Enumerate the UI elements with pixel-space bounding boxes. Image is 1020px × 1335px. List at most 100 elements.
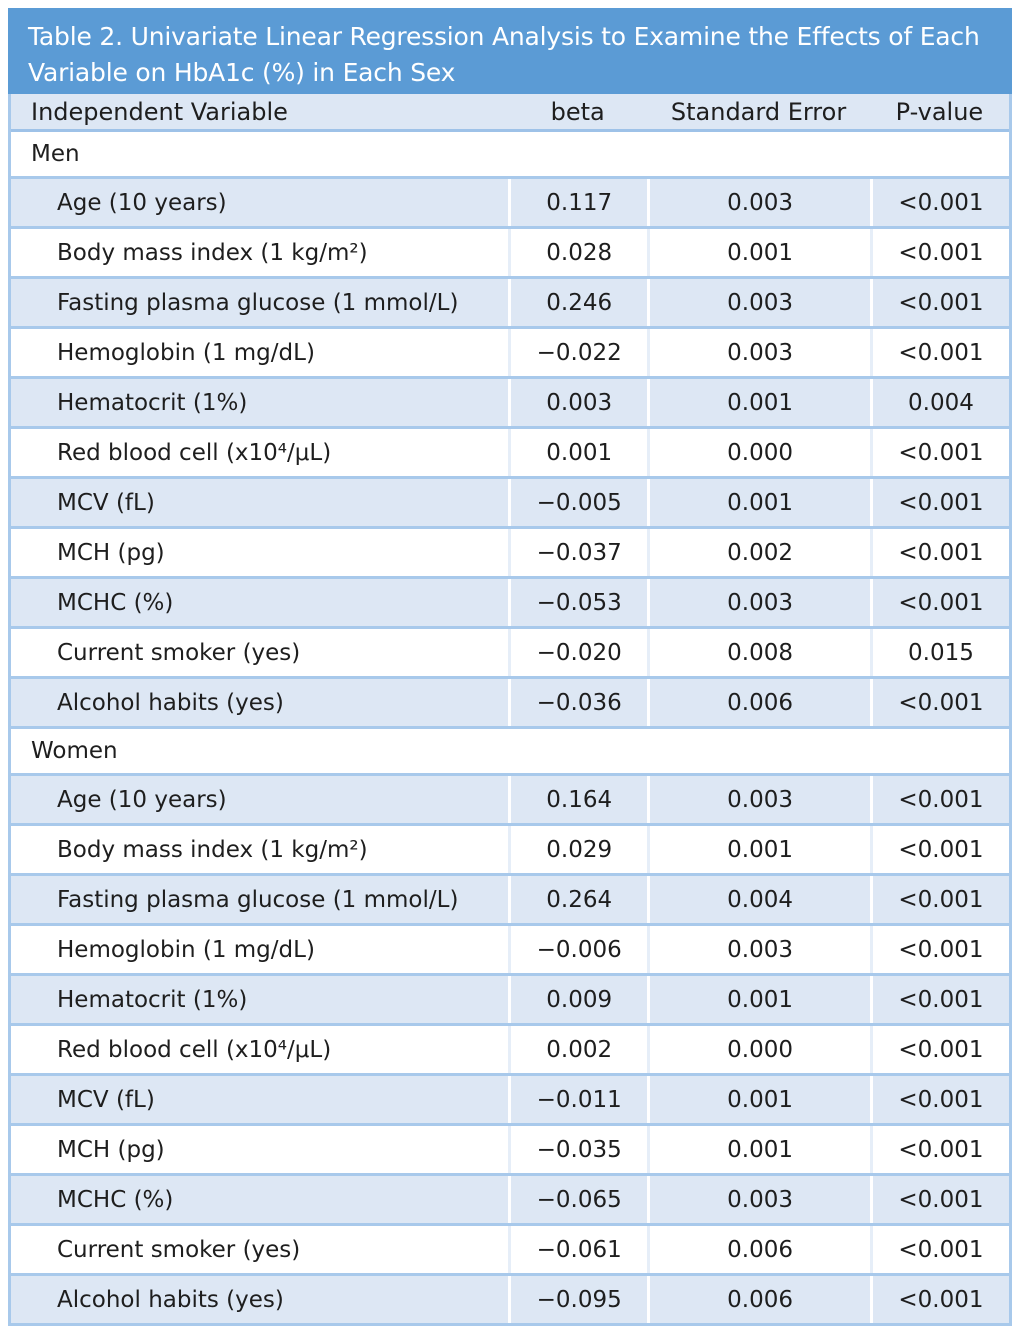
variable-cell: Current smoker (yes) bbox=[57, 639, 301, 666]
p-value-cell: <0.001 bbox=[869, 329, 1009, 376]
table-row: Alcohol habits (yes) −0.095 0.006 <0.001 bbox=[11, 1276, 1009, 1326]
standard-error-cell: 0.001 bbox=[647, 976, 870, 1023]
table-row: Current smoker (yes) −0.020 0.008 0.015 bbox=[11, 629, 1009, 679]
p-value-cell: <0.001 bbox=[869, 479, 1009, 526]
p-value-cell: <0.001 bbox=[869, 1126, 1009, 1173]
beta-cell: 0.028 bbox=[508, 229, 647, 276]
section-label: Men bbox=[31, 141, 80, 167]
beta-cell: −0.036 bbox=[508, 679, 647, 726]
variable-cell: Red blood cell (x10⁴/μL) bbox=[57, 439, 332, 466]
variable-cell: MCHC (%) bbox=[57, 1186, 174, 1213]
standard-error-cell: 0.001 bbox=[647, 1076, 870, 1123]
beta-cell: −0.035 bbox=[508, 1126, 647, 1173]
p-value-cell: <0.001 bbox=[869, 1176, 1009, 1223]
variable-cell: Hemoglobin (1 mg/dL) bbox=[57, 936, 315, 963]
table-row: Fasting plasma glucose (1 mmol/L) 0.246 0.… bbox=[11, 279, 1009, 329]
p-value-cell: <0.001 bbox=[869, 826, 1009, 873]
variable-cell: MCV (fL) bbox=[57, 489, 155, 516]
variable-cell: Age (10 years) bbox=[57, 189, 227, 216]
p-value-cell: <0.001 bbox=[869, 179, 1009, 226]
beta-cell: −0.061 bbox=[508, 1226, 647, 1273]
beta-cell: 0.009 bbox=[508, 976, 647, 1023]
variable-cell: Fasting plasma glucose (1 mmol/L) bbox=[57, 886, 459, 913]
variable-cell: MCHC (%) bbox=[57, 589, 174, 616]
p-value-cell: <0.001 bbox=[869, 579, 1009, 626]
p-value-cell: 0.004 bbox=[869, 379, 1009, 426]
p-value-cell: <0.001 bbox=[869, 1076, 1009, 1123]
table-row: Hemoglobin (1 mg/dL) −0.006 0.003 <0.001 bbox=[11, 926, 1009, 976]
beta-cell: −0.022 bbox=[508, 329, 647, 376]
beta-cell: 0.001 bbox=[508, 429, 647, 476]
beta-cell: −0.006 bbox=[508, 926, 647, 973]
variable-cell: MCH (pg) bbox=[57, 1136, 165, 1163]
beta-cell: 0.002 bbox=[508, 1026, 647, 1073]
header-independent-variable: Independent Variable bbox=[31, 97, 288, 126]
standard-error-cell: 0.008 bbox=[647, 629, 870, 676]
p-value-cell: <0.001 bbox=[869, 876, 1009, 923]
standard-error-cell: 0.002 bbox=[647, 529, 870, 576]
table-row: Current smoker (yes) −0.061 0.006 <0.001 bbox=[11, 1226, 1009, 1276]
table-row: MCV (fL) −0.011 0.001 <0.001 bbox=[11, 1076, 1009, 1126]
variable-cell: Body mass index (1 kg/m²) bbox=[57, 836, 368, 863]
standard-error-cell: 0.003 bbox=[647, 776, 870, 823]
table-title: Table 2. Univariate Linear Regression An… bbox=[8, 8, 1012, 94]
beta-cell: 0.264 bbox=[508, 876, 647, 923]
table-row: MCHC (%) −0.053 0.003 <0.001 bbox=[11, 579, 1009, 629]
beta-cell: −0.020 bbox=[508, 629, 647, 676]
p-value-cell: <0.001 bbox=[869, 529, 1009, 576]
table-row: MCV (fL) −0.005 0.001 <0.001 bbox=[11, 479, 1009, 529]
beta-cell: 0.003 bbox=[508, 379, 647, 426]
table-row: Age (10 years) 0.117 0.003 <0.001 bbox=[11, 179, 1009, 229]
p-value-cell: <0.001 bbox=[869, 279, 1009, 326]
section-row-women: Women bbox=[11, 729, 1009, 776]
table-header-row: Independent Variable beta Standard Error… bbox=[11, 94, 1009, 132]
header-beta: beta bbox=[550, 97, 605, 126]
beta-cell: −0.005 bbox=[508, 479, 647, 526]
variable-cell: MCH (pg) bbox=[57, 539, 165, 566]
table-row: Body mass index (1 kg/m²) 0.028 0.001 <0.00… bbox=[11, 229, 1009, 279]
header-standard-error: Standard Error bbox=[670, 97, 847, 126]
table-body: Independent Variable beta Standard Error… bbox=[8, 94, 1012, 1326]
variable-cell: Hematocrit (1%) bbox=[57, 986, 248, 1013]
beta-cell: 0.029 bbox=[508, 826, 647, 873]
standard-error-cell: 0.003 bbox=[647, 329, 870, 376]
p-value-cell: <0.001 bbox=[869, 976, 1009, 1023]
variable-cell: Hematocrit (1%) bbox=[57, 389, 248, 416]
standard-error-cell: 0.001 bbox=[647, 379, 870, 426]
variable-cell: Alcohol habits (yes) bbox=[57, 1286, 284, 1313]
table-row: Hemoglobin (1 mg/dL) −0.022 0.003 <0.001 bbox=[11, 329, 1009, 379]
table-row: Hematocrit (1%) 0.003 0.001 0.004 bbox=[11, 379, 1009, 429]
variable-cell: Body mass index (1 kg/m²) bbox=[57, 239, 368, 266]
p-value-cell: <0.001 bbox=[869, 1276, 1009, 1323]
beta-cell: −0.037 bbox=[508, 529, 647, 576]
table-row: Fasting plasma glucose (1 mmol/L) 0.264 0.… bbox=[11, 876, 1009, 926]
table-row: Alcohol habits (yes) −0.036 0.006 <0.001 bbox=[11, 679, 1009, 729]
p-value-cell: <0.001 bbox=[869, 429, 1009, 476]
p-value-cell: 0.015 bbox=[869, 629, 1009, 676]
standard-error-cell: 0.000 bbox=[647, 1026, 870, 1073]
table-row: MCH (pg) −0.035 0.001 <0.001 bbox=[11, 1126, 1009, 1176]
p-value-cell: <0.001 bbox=[869, 1226, 1009, 1273]
variable-cell: Red blood cell (x10⁴/μL) bbox=[57, 1036, 332, 1063]
table-row: Body mass index (1 kg/m²) 0.029 0.001 <0.00… bbox=[11, 826, 1009, 876]
variable-cell: Hemoglobin (1 mg/dL) bbox=[57, 339, 315, 366]
table-row: Red blood cell (x10⁴/μL) 0.002 0.000 <0.001 bbox=[11, 1026, 1009, 1076]
beta-cell: −0.011 bbox=[508, 1076, 647, 1123]
standard-error-cell: 0.003 bbox=[647, 179, 870, 226]
variable-cell: Age (10 years) bbox=[57, 786, 227, 813]
variable-cell: MCV (fL) bbox=[57, 1086, 155, 1113]
standard-error-cell: 0.001 bbox=[647, 479, 870, 526]
standard-error-cell: 0.000 bbox=[647, 429, 870, 476]
beta-cell: −0.065 bbox=[508, 1176, 647, 1223]
standard-error-cell: 0.001 bbox=[647, 1126, 870, 1173]
beta-cell: 0.246 bbox=[508, 279, 647, 326]
p-value-cell: <0.001 bbox=[869, 926, 1009, 973]
p-value-cell: <0.001 bbox=[869, 776, 1009, 823]
p-value-cell: <0.001 bbox=[869, 229, 1009, 276]
header-p-value: P-value bbox=[895, 97, 984, 126]
standard-error-cell: 0.004 bbox=[647, 876, 870, 923]
standard-error-cell: 0.003 bbox=[647, 1176, 870, 1223]
table-row: Red blood cell (x10⁴/μL) 0.001 0.000 <0.001 bbox=[11, 429, 1009, 479]
beta-cell: 0.164 bbox=[508, 776, 647, 823]
section-label: Women bbox=[31, 738, 118, 764]
